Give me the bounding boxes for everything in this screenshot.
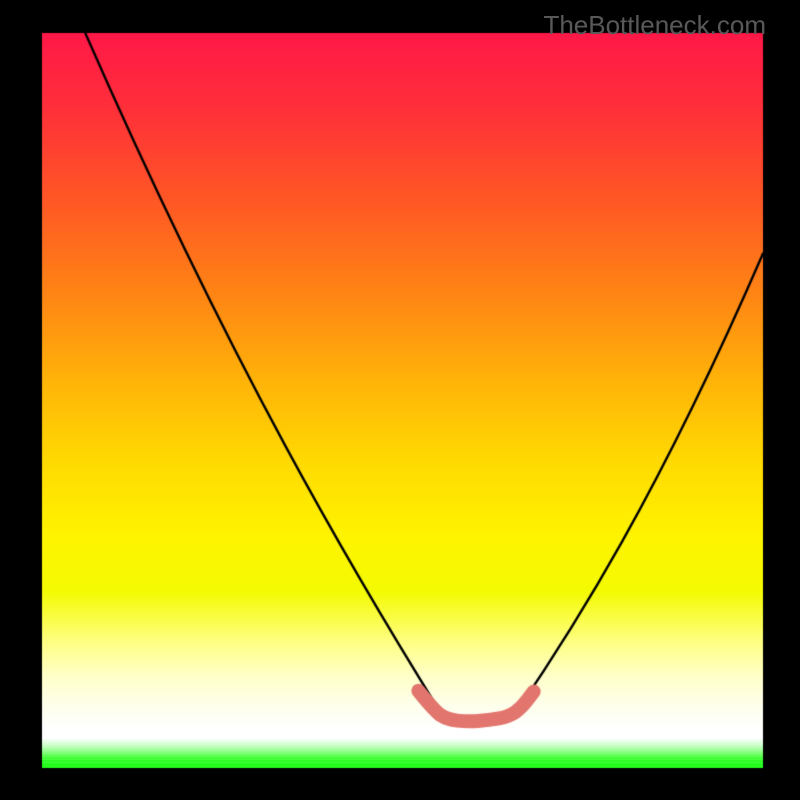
bottleneck-heatmap-curve — [0, 0, 800, 800]
chart-container: TheBottleneck.com — [0, 0, 800, 800]
